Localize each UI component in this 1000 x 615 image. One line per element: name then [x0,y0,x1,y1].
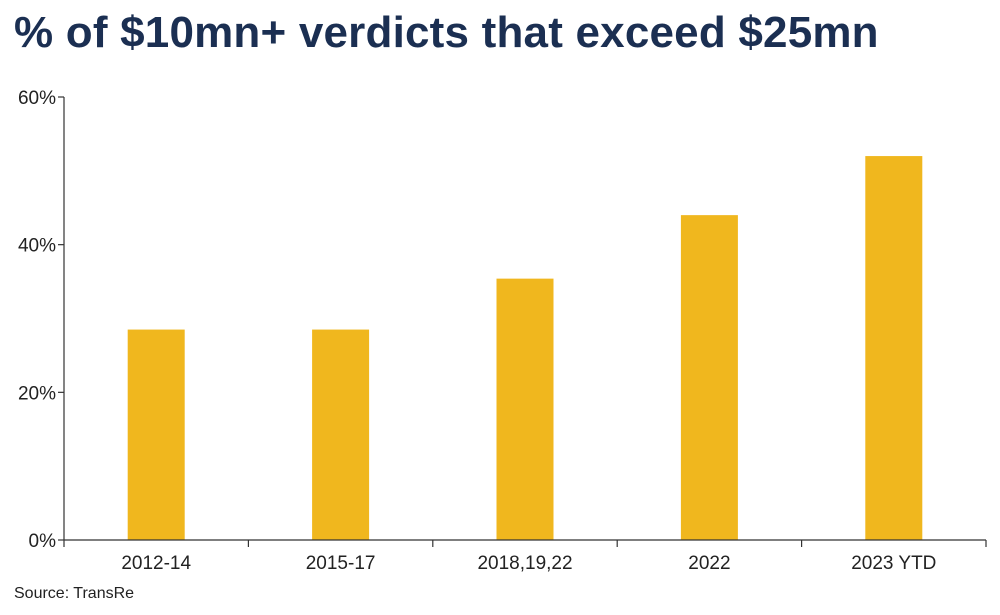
x-tick-label: 2023 YTD [851,553,936,574]
bar [865,156,923,541]
x-tick-label: 2012-14 [121,553,191,574]
x-tick-label: 2018,19,22 [477,553,572,574]
x-tick-label: 2022 [688,553,730,574]
y-axis-ticks: 0% 20% 40% 60% [18,88,64,552]
x-tick-label: 2015-17 [306,553,376,574]
bars [127,156,923,541]
y-tick-label: 60% [18,88,56,109]
bar [312,329,370,540]
source-note: Source: TransRe [14,585,135,602]
bar [496,278,554,540]
bar [127,329,185,540]
y-tick-label: 20% [18,383,56,404]
y-tick-label: 40% [18,236,56,257]
x-axis-ticks: 2012-14 2015-17 2018,19,22 2022 2023 YTD [63,540,987,574]
y-tick-label: 0% [29,531,57,552]
chart-title: % of $10mn+ verdicts that exceed $25mn [14,8,879,57]
bar [680,215,738,540]
